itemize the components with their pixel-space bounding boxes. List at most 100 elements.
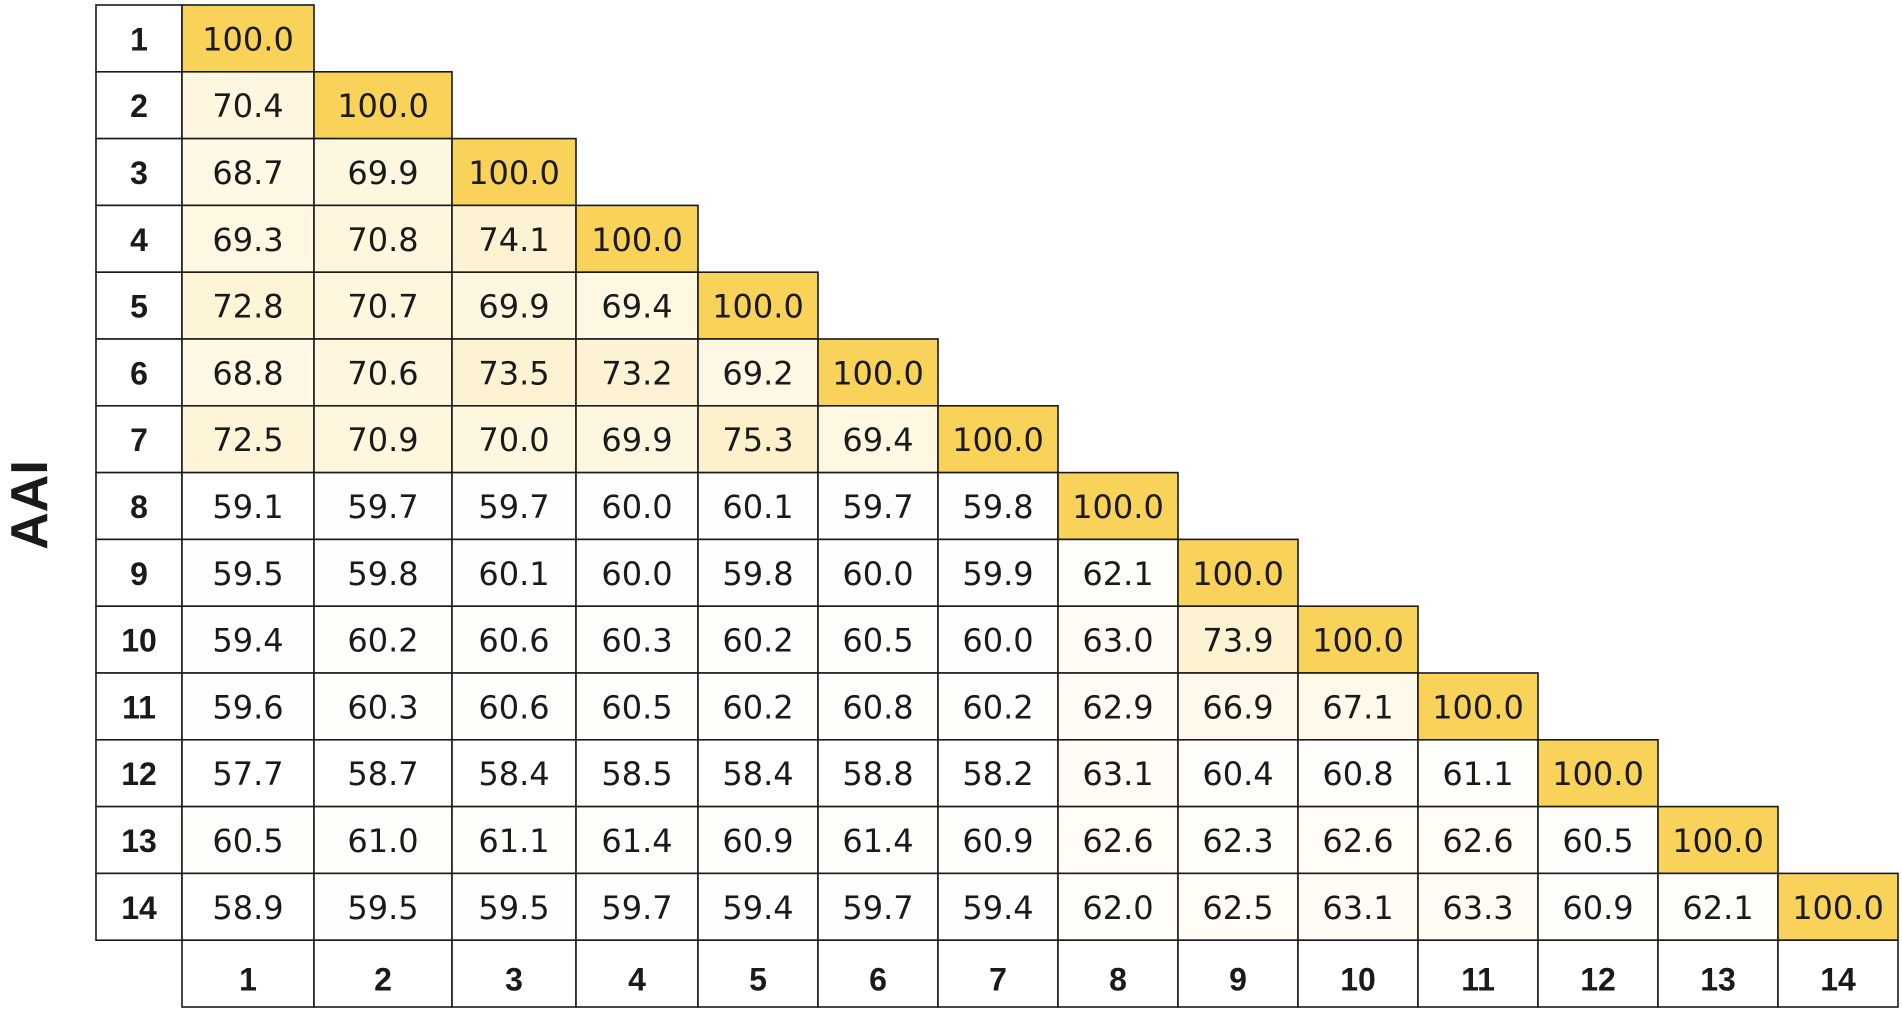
cell-value-label: 100.0 bbox=[468, 154, 560, 192]
col-label: 3 bbox=[505, 962, 523, 998]
cell-value-label: 62.6 bbox=[1082, 822, 1153, 860]
cell-value-label: 60.0 bbox=[962, 622, 1033, 660]
cell-value-label: 62.0 bbox=[1082, 889, 1153, 927]
cell-value-label: 63.0 bbox=[1082, 622, 1153, 660]
heatmap-cell bbox=[451, 538, 577, 608]
cell-value-label: 62.3 bbox=[1202, 822, 1273, 860]
cell-value-label: 58.7 bbox=[347, 755, 418, 793]
cell-value-label: 59.4 bbox=[722, 889, 793, 927]
col-label: 8 bbox=[1109, 962, 1127, 998]
heatmap-cell bbox=[1657, 872, 1779, 942]
heatmap-cell bbox=[181, 605, 315, 674]
row-label: 12 bbox=[121, 756, 157, 792]
heatmap-cell bbox=[313, 672, 453, 741]
heatmap-cell bbox=[451, 471, 577, 541]
col-label: 10 bbox=[1340, 962, 1376, 998]
cell-value-label: 72.5 bbox=[212, 421, 283, 459]
row-label-cell bbox=[95, 404, 183, 474]
row-label-cell bbox=[95, 338, 183, 407]
row-label: 11 bbox=[122, 689, 156, 725]
heatmap-cell bbox=[697, 538, 819, 608]
heatmap-cell bbox=[575, 605, 699, 674]
cell-value-label: 100.0 bbox=[1072, 488, 1164, 526]
row-label-cell bbox=[95, 4, 183, 73]
cell-value-label: 58.8 bbox=[842, 755, 913, 793]
heatmap-cell bbox=[937, 805, 1059, 875]
cell-value-label: 60.8 bbox=[1322, 755, 1393, 793]
col-label-cell bbox=[313, 939, 453, 1008]
cell-value-label: 58.4 bbox=[722, 755, 793, 793]
row-label: 3 bbox=[130, 155, 148, 191]
cell-value-label: 61.0 bbox=[347, 822, 418, 860]
row-label: 13 bbox=[121, 823, 157, 859]
cell-value-label: 100.0 bbox=[1432, 688, 1524, 726]
heatmap-cell bbox=[1177, 805, 1299, 875]
heatmap-cell bbox=[575, 204, 699, 273]
heatmap-cell bbox=[817, 738, 939, 808]
col-label-cell bbox=[1297, 939, 1419, 1008]
col-label: 11 bbox=[1461, 962, 1495, 998]
cell-value-label: 73.9 bbox=[1202, 622, 1273, 660]
cell-value-label: 59.5 bbox=[478, 889, 549, 927]
heatmap-cell bbox=[1417, 738, 1539, 808]
cell-value-label: 59.7 bbox=[347, 488, 418, 526]
cell-value-label: 60.2 bbox=[962, 688, 1033, 726]
row-label-cell bbox=[95, 872, 183, 942]
row-label: 8 bbox=[130, 489, 148, 525]
col-label-cell bbox=[451, 939, 577, 1008]
cell-value-label: 60.5 bbox=[1562, 822, 1633, 860]
cell-value-label: 62.6 bbox=[1442, 822, 1513, 860]
cell-value-label: 60.9 bbox=[1562, 889, 1633, 927]
col-label: 7 bbox=[989, 962, 1007, 998]
heatmap-cell bbox=[1537, 805, 1659, 875]
cell-value-label: 59.7 bbox=[601, 889, 672, 927]
row-label: 9 bbox=[130, 556, 148, 592]
cell-value-label: 62.1 bbox=[1682, 889, 1753, 927]
heatmap-cell bbox=[697, 872, 819, 942]
heatmap-cell bbox=[1177, 605, 1299, 674]
cell-value-label: 60.5 bbox=[212, 822, 283, 860]
cell-value-label: 59.8 bbox=[722, 555, 793, 593]
cell-value-label: 59.7 bbox=[842, 488, 913, 526]
cell-value-label: 59.5 bbox=[347, 889, 418, 927]
cell-value-label: 60.2 bbox=[347, 622, 418, 660]
heatmap-cell bbox=[575, 672, 699, 741]
cell-value-label: 59.8 bbox=[347, 555, 418, 593]
heatmap-cell bbox=[1057, 538, 1179, 608]
heatmap-cell bbox=[451, 271, 577, 340]
heatmap-cell bbox=[1297, 738, 1419, 808]
cell-value-label: 58.4 bbox=[478, 755, 549, 793]
heatmap-cell bbox=[1057, 471, 1179, 541]
cell-value-label: 58.2 bbox=[962, 755, 1033, 793]
cell-value-label: 70.0 bbox=[478, 421, 549, 459]
heatmap-cell bbox=[1537, 738, 1659, 808]
heatmap-cell bbox=[817, 605, 939, 674]
heatmap-cell bbox=[575, 538, 699, 608]
cell-value-label: 59.4 bbox=[962, 889, 1033, 927]
cell-value-label: 61.1 bbox=[478, 822, 549, 860]
cell-value-label: 62.9 bbox=[1082, 688, 1153, 726]
cell-value-label: 100.0 bbox=[202, 20, 294, 58]
col-label-cell bbox=[1057, 939, 1179, 1008]
cell-value-label: 60.0 bbox=[842, 555, 913, 593]
cell-value-label: 100.0 bbox=[1672, 822, 1764, 860]
col-label-cell bbox=[575, 939, 699, 1008]
cell-value-label: 59.1 bbox=[212, 488, 283, 526]
row-label: 7 bbox=[130, 422, 148, 458]
heatmap-cell bbox=[181, 538, 315, 608]
row-label-cell bbox=[95, 204, 183, 273]
heatmap-cell bbox=[817, 338, 939, 407]
col-label: 1 bbox=[239, 962, 257, 998]
cell-value-label: 69.4 bbox=[842, 421, 913, 459]
cell-value-label: 73.2 bbox=[601, 354, 672, 392]
col-label-cell bbox=[1177, 939, 1299, 1008]
heatmap-cell bbox=[181, 271, 315, 340]
cell-value-label: 62.6 bbox=[1322, 822, 1393, 860]
row-label: 4 bbox=[130, 222, 148, 258]
heatmap-cell bbox=[313, 137, 453, 207]
cell-value-label: 60.5 bbox=[842, 622, 913, 660]
heatmap-cell bbox=[697, 271, 819, 340]
row-label: 10 bbox=[121, 623, 157, 659]
col-label: 4 bbox=[628, 962, 646, 998]
